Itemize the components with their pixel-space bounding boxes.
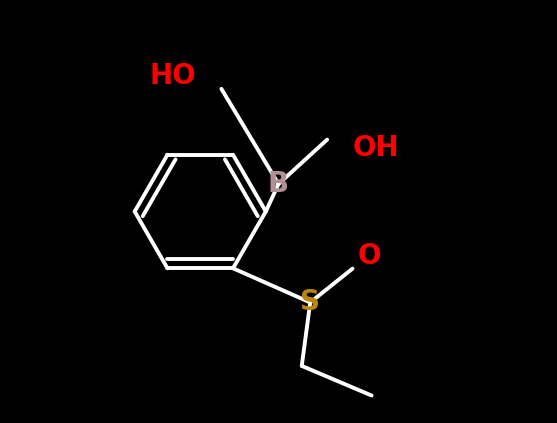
Text: S: S <box>300 288 320 316</box>
Text: HO: HO <box>149 62 196 90</box>
Text: O: O <box>358 242 381 270</box>
Text: B: B <box>268 170 289 198</box>
Text: OH: OH <box>353 134 399 162</box>
